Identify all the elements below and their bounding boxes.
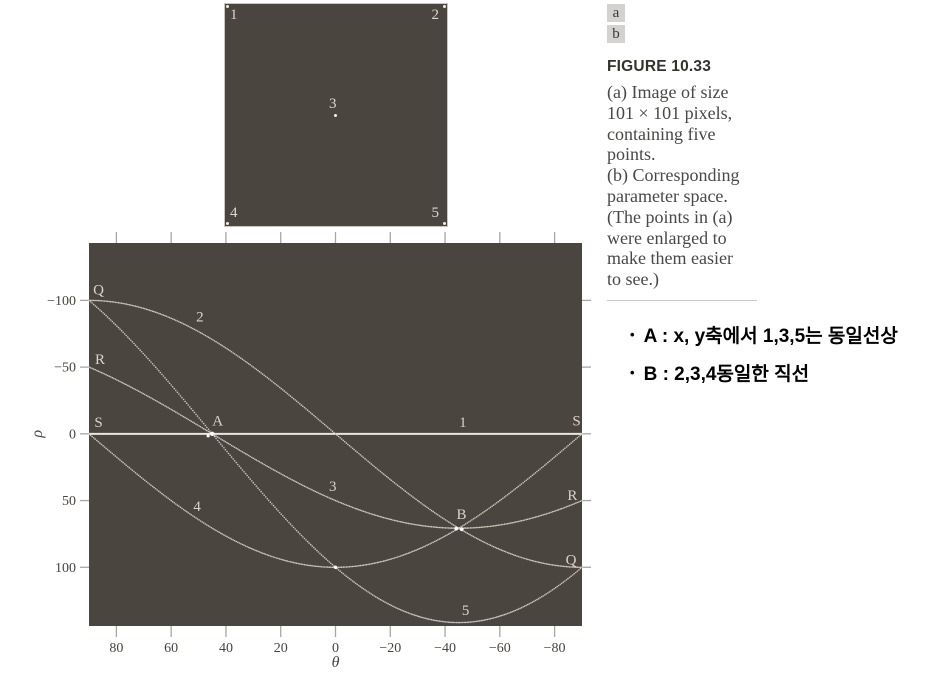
x-tick-label: −80 — [544, 641, 566, 656]
x-tick-label: 20 — [274, 641, 288, 656]
intersection-B — [454, 526, 459, 531]
plot-label-Q: Q — [93, 283, 104, 299]
curve-3 — [88, 366, 583, 529]
y-tick-label: −100 — [47, 294, 76, 309]
x-tick-label: 80 — [109, 641, 123, 656]
note-text-b: B : 2,3,4동일한 직선 — [643, 364, 810, 385]
point-dot-2 — [443, 5, 446, 8]
plot-label-4: 4 — [193, 499, 201, 515]
figure-caption: a b FIGURE 10.33 (a) Image of size 101 ×… — [607, 4, 773, 301]
plot-label-2: 2 — [196, 309, 204, 325]
plot-label-S: S — [572, 413, 580, 429]
x-tick-label: −60 — [489, 641, 511, 656]
x-tick-label: 60 — [164, 641, 178, 656]
parameter-space-plot: 80 60 40 20 0 −20 −40 −60 −80 −100 −50 0 50 100 θ ρ Q R S 2… — [29, 232, 591, 671]
y-axis-label: ρ — [29, 430, 46, 439]
x-tick-label: −40 — [434, 641, 456, 656]
x-tick-label: 40 — [219, 641, 233, 656]
image-panel-a: 1 2 3 4 5 — [224, 3, 448, 227]
annotation-notes: • A : x, y축에서 1,3,5는 동일선상 • B : 2,3,4동일한… — [630, 321, 898, 397]
plot-label-1: 1 — [459, 415, 467, 431]
point-label-3: 3 — [329, 96, 337, 112]
plot-label-R: R — [567, 488, 577, 504]
plot-label-5: 5 — [462, 603, 470, 619]
intersection-A — [210, 431, 215, 437]
y-tick-label: 100 — [55, 561, 76, 576]
note-item-a: • A : x, y축에서 1,3,5는 동일선상 — [630, 321, 898, 348]
point-dot-4 — [226, 222, 229, 225]
plot-label-Q: Q — [566, 552, 577, 568]
figure-caption-body: (a) Image of size 101 × 101 pixels, cont… — [607, 82, 740, 290]
panel-tag-a: a — [607, 4, 625, 22]
point-dot-3 — [334, 114, 337, 117]
point-label-2: 2 — [431, 7, 440, 23]
plot-label-A: A — [212, 413, 223, 429]
figure-caption-title: FIGURE 10.33 — [607, 58, 712, 75]
intersection-A2 — [206, 434, 210, 438]
curve-4 — [88, 433, 583, 569]
y-tick-label: 50 — [62, 494, 76, 509]
intersection-C45 — [333, 565, 338, 569]
curve-5 — [88, 299, 583, 624]
x-tick-label: 0 — [332, 641, 339, 656]
x-tick-label: −20 — [379, 641, 401, 656]
point-label-1: 1 — [230, 7, 238, 23]
curve-2 — [88, 299, 583, 569]
point-label-4: 4 — [230, 205, 238, 221]
note-item-b: • B : 2,3,4동일한 직선 — [630, 359, 898, 386]
point-label-5: 5 — [431, 205, 440, 221]
note-text-a: A : x, y축에서 1,3,5는 동일선상 — [643, 326, 898, 347]
caption-divider — [607, 299, 757, 301]
plot-label-R: R — [95, 352, 105, 368]
y-tick-label: −50 — [54, 361, 76, 376]
intersection-B2 — [459, 527, 464, 532]
bullet-icon: • — [630, 327, 635, 342]
point-dot-1 — [226, 5, 229, 8]
x-axis-label: θ — [332, 654, 340, 671]
y-tick-label: 0 — [69, 427, 76, 442]
plot-label-B: B — [456, 507, 466, 523]
plot-label-S: S — [94, 415, 102, 431]
point-dot-5 — [443, 222, 446, 225]
plot-label-3: 3 — [329, 479, 337, 495]
bullet-icon: • — [630, 365, 635, 380]
panel-tag-b: b — [607, 25, 625, 43]
